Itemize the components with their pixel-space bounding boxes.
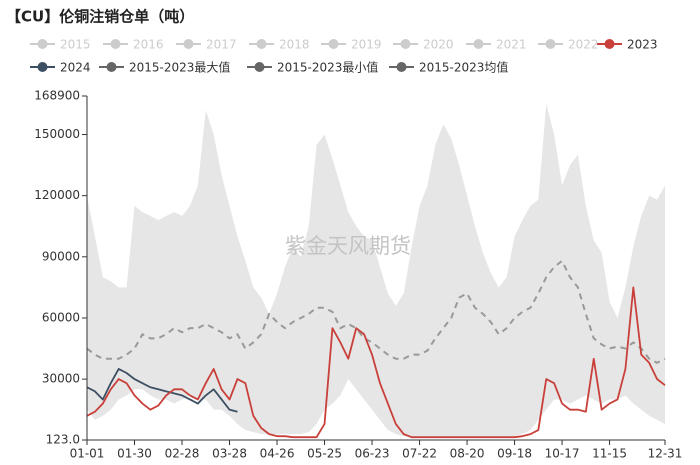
x-tick-label: 01-30 — [117, 447, 152, 461]
legend-label: 2023 — [627, 38, 658, 52]
legend-icon — [37, 62, 48, 72]
legend-icon — [106, 62, 117, 72]
legend-icon — [328, 39, 339, 49]
watermark: 紫金天风期货 — [285, 234, 411, 258]
x-tick-label: 08-20 — [450, 447, 485, 461]
legend-icon — [396, 62, 407, 72]
legend-icon — [400, 39, 411, 49]
legend-label: 2015-2023最大值 — [129, 60, 230, 75]
legend-icon — [473, 39, 484, 49]
y-tick-label: 60000 — [42, 310, 80, 324]
legend-label: 2016 — [133, 38, 164, 52]
x-tick-label: 09-18 — [497, 447, 532, 461]
legend-label: 2015-2023均值 — [419, 60, 508, 75]
x-tick-label: 06-23 — [355, 447, 390, 461]
legend-icon — [254, 62, 265, 72]
legend-label: 2021 — [496, 38, 527, 52]
y-tick-label: 150000 — [34, 127, 80, 141]
legend-icon — [110, 39, 121, 49]
x-tick-label: 10-17 — [545, 447, 580, 461]
y-tick-label: 168900 — [34, 89, 80, 103]
legend-label: 2024 — [60, 61, 91, 75]
legend-icon — [545, 39, 556, 49]
legend-icon — [604, 39, 615, 49]
legend-icon — [183, 39, 194, 49]
x-tick-label: 11-15 — [592, 447, 627, 461]
legend-label: 2018 — [279, 38, 310, 52]
legend-label: 2019 — [351, 38, 382, 52]
series-line — [86, 259, 666, 364]
y-tick-label: 30000 — [42, 372, 80, 386]
x-tick-label: 01-01 — [70, 447, 105, 461]
legend-icon — [256, 39, 267, 49]
y-tick-label: 120000 — [34, 188, 80, 202]
x-tick-label: 03-28 — [212, 447, 247, 461]
legend-label: 2020 — [423, 38, 454, 52]
x-tick-label: 04-26 — [260, 447, 295, 461]
series-line — [86, 368, 238, 413]
series-line — [86, 286, 666, 439]
x-tick-label: 02-28 — [165, 447, 200, 461]
legend-icon — [37, 39, 48, 49]
chart-title: 【CU】伦铜注销仓单（吨） — [6, 8, 194, 26]
legend-label: 2022 — [568, 38, 599, 52]
range-area — [87, 379, 665, 440]
range-area — [87, 103, 665, 441]
legend-label: 2015-2023最小值 — [277, 60, 378, 75]
legend-label: 2015 — [60, 38, 91, 52]
x-tick-label: 05-25 — [307, 447, 342, 461]
legend-label: 2017 — [206, 38, 237, 52]
x-tick-label: 12-31 — [648, 447, 683, 461]
x-tick-label: 07-22 — [402, 447, 437, 461]
y-tick-label: 123.0 — [46, 433, 80, 447]
y-tick-label: 90000 — [42, 249, 80, 263]
